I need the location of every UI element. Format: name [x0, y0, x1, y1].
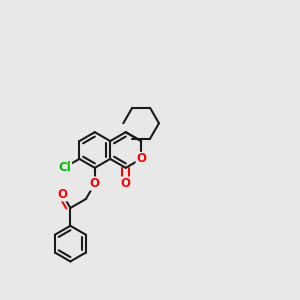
Text: O: O — [90, 177, 100, 190]
Text: O: O — [58, 188, 68, 201]
Text: O: O — [121, 177, 131, 190]
Text: Cl: Cl — [59, 160, 71, 174]
Text: O: O — [136, 152, 146, 165]
